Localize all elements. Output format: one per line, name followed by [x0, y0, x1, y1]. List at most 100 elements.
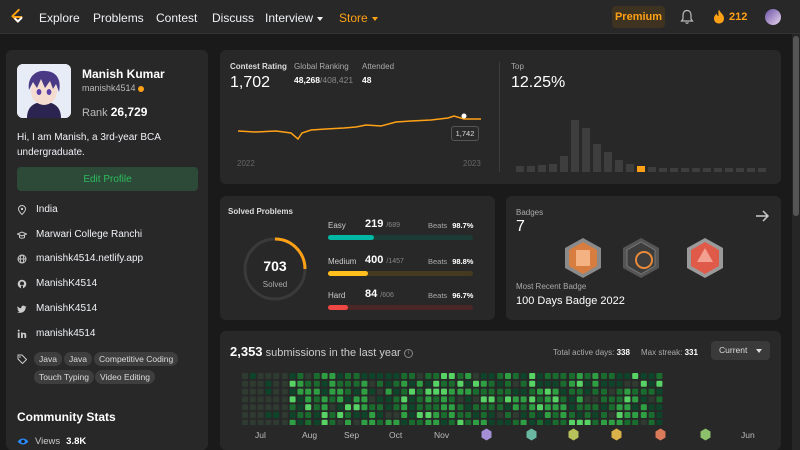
- heatmap-cell[interactable]: [505, 412, 511, 418]
- heatmap-cell[interactable]: [401, 419, 408, 425]
- heatmap-cell[interactable]: [345, 404, 351, 411]
- heatmap-cell[interactable]: [601, 412, 607, 418]
- heatmap-cell[interactable]: [569, 419, 575, 425]
- heatmap-cell[interactable]: [601, 396, 607, 403]
- heatmap-cell[interactable]: [377, 419, 383, 425]
- heatmap-cell[interactable]: [321, 419, 328, 425]
- heatmap-cell[interactable]: [640, 419, 647, 425]
- heatmap-cell[interactable]: [624, 419, 631, 425]
- heatmap-cell[interactable]: [584, 388, 591, 395]
- heatmap-cell[interactable]: [505, 373, 511, 379]
- heatmap-cell[interactable]: [616, 412, 623, 418]
- heatmap-cell[interactable]: [416, 412, 423, 418]
- heatmap-cell[interactable]: [297, 396, 304, 403]
- heatmap-cell[interactable]: [560, 404, 567, 411]
- heatmap-cell[interactable]: [656, 419, 663, 425]
- badge-100-days-icon[interactable]: [684, 236, 726, 280]
- heatmap-cell[interactable]: [520, 373, 527, 379]
- heatmap-cell[interactable]: [448, 388, 455, 395]
- heatmap-cell[interactable]: [401, 388, 408, 395]
- heatmap-cell[interactable]: [608, 373, 615, 379]
- heatmap-cell[interactable]: [265, 380, 272, 387]
- heatmap-cell[interactable]: [592, 380, 599, 387]
- heatmap-cell[interactable]: [401, 404, 408, 411]
- rating-line-chart[interactable]: [236, 108, 486, 148]
- heatmap-cell[interactable]: [281, 380, 288, 387]
- heatmap-cell[interactable]: [433, 404, 440, 411]
- heatmap-cell[interactable]: [488, 380, 495, 387]
- heatmap-cell[interactable]: [441, 396, 447, 403]
- heatmap-cell[interactable]: [648, 380, 655, 387]
- heatmap-cell[interactable]: [321, 388, 328, 395]
- heatmap-cell[interactable]: [377, 404, 383, 411]
- heatmap-cell[interactable]: [305, 380, 312, 387]
- heatmap-cell[interactable]: [385, 396, 392, 403]
- heatmap-cell[interactable]: [616, 396, 623, 403]
- heatmap-cell[interactable]: [640, 404, 647, 411]
- heatmap-cell[interactable]: [480, 419, 487, 425]
- bell-icon[interactable]: [680, 9, 694, 25]
- heatmap-cell[interactable]: [552, 419, 559, 425]
- linkedin-row[interactable]: manishk4514: [17, 328, 95, 339]
- heatmap-cell[interactable]: [448, 412, 455, 418]
- heatmap-cell[interactable]: [289, 396, 296, 403]
- heatmap-cell[interactable]: [401, 373, 408, 379]
- heatmap-cell[interactable]: [520, 396, 527, 403]
- heatmap-cell[interactable]: [480, 388, 487, 395]
- heatmap-cell[interactable]: [289, 412, 296, 418]
- heatmap-cell[interactable]: [297, 419, 304, 425]
- heatmap-cell[interactable]: [321, 373, 328, 379]
- heatmap-cell[interactable]: [416, 396, 423, 403]
- heatmap-cell[interactable]: [273, 396, 280, 403]
- heatmap-cell[interactable]: [592, 388, 599, 395]
- heatmap-cell[interactable]: [529, 380, 536, 387]
- heatmap-cell[interactable]: [552, 404, 559, 411]
- heatmap-cell[interactable]: [329, 373, 336, 379]
- heatmap-cell[interactable]: [401, 380, 408, 387]
- heatmap-cell[interactable]: [249, 412, 256, 418]
- heatmap-cell[interactable]: [576, 419, 583, 425]
- linkedin-link[interactable]: manishk4514: [36, 328, 96, 339]
- heatmap-cell[interactable]: [273, 380, 280, 387]
- heatmap-cell[interactable]: [656, 373, 663, 379]
- heatmap-cell[interactable]: [321, 404, 328, 411]
- heatmap-cell[interactable]: [393, 412, 400, 418]
- heatmap-cell[interactable]: [512, 419, 519, 425]
- heatmap-cell[interactable]: [632, 380, 639, 387]
- heatmap-cell[interactable]: [313, 373, 320, 379]
- heatmap-cell[interactable]: [337, 373, 344, 379]
- heatmap-cell[interactable]: [640, 380, 647, 387]
- heatmap-cell[interactable]: [480, 412, 487, 418]
- nav-problems[interactable]: Problems: [93, 11, 144, 25]
- heatmap-cell[interactable]: [425, 388, 432, 395]
- heatmap-cell[interactable]: [242, 404, 248, 411]
- heatmap-cell[interactable]: [242, 419, 248, 425]
- heatmap-cell[interactable]: [345, 412, 351, 418]
- heatmap-cell[interactable]: [409, 412, 415, 418]
- heatmap-cell[interactable]: [337, 404, 344, 411]
- heatmap-cell[interactable]: [416, 388, 423, 395]
- heatmap-cell[interactable]: [425, 419, 432, 425]
- heatmap-cell[interactable]: [242, 380, 248, 387]
- premium-button[interactable]: Premium: [612, 6, 665, 28]
- heatmap-cell[interactable]: [273, 419, 280, 425]
- heatmap-cell[interactable]: [385, 419, 392, 425]
- heatmap-cell[interactable]: [313, 404, 320, 411]
- heatmap-cell[interactable]: [416, 404, 423, 411]
- heatmap-cell[interactable]: [465, 412, 472, 418]
- monthly-badge-icon[interactable]: [700, 428, 711, 441]
- heatmap-cell[interactable]: [361, 373, 368, 379]
- heatmap-cell[interactable]: [353, 412, 360, 418]
- heatmap-cell[interactable]: [289, 388, 296, 395]
- heatmap-cell[interactable]: [242, 388, 248, 395]
- heatmap-cell[interactable]: [337, 419, 344, 425]
- heatmap-cell[interactable]: [640, 388, 647, 395]
- heatmap-cell[interactable]: [640, 373, 647, 379]
- skill-tag[interactable]: Java: [34, 352, 62, 366]
- heatmap-cell[interactable]: [473, 396, 479, 403]
- heatmap-cell[interactable]: [656, 380, 663, 387]
- heatmap-cell[interactable]: [497, 396, 504, 403]
- heatmap-cell[interactable]: [537, 396, 543, 403]
- heatmap-cell[interactable]: [520, 388, 527, 395]
- heatmap-cell[interactable]: [329, 380, 336, 387]
